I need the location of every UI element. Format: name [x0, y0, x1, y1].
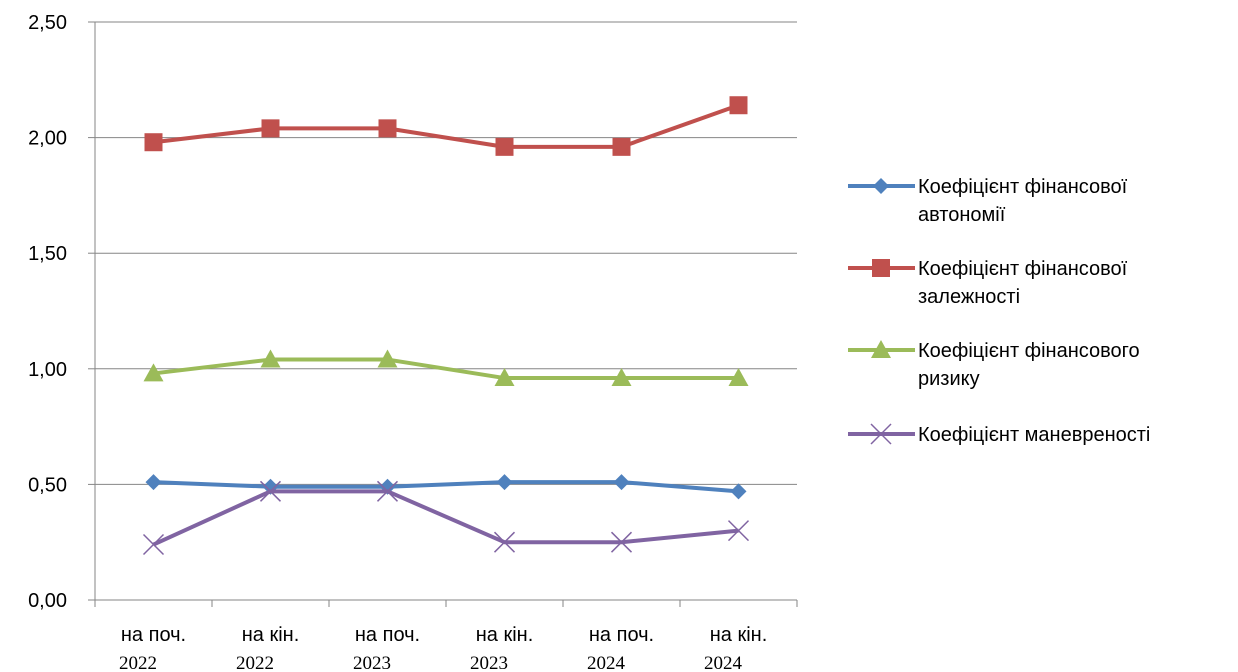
series-group: [142, 96, 750, 556]
x-marker-stroke: [259, 480, 282, 502]
y-tick-label: 2,00: [28, 128, 67, 150]
data-point: [143, 363, 164, 382]
data-point: [376, 480, 399, 502]
data-point: [611, 368, 632, 387]
data-point: [495, 137, 514, 156]
data-point: [730, 483, 747, 500]
legend-marker: [872, 259, 890, 277]
legend-label: ризику: [918, 368, 980, 390]
data-point: [145, 474, 162, 491]
legend-item-1: Коефіцієнт фінансової автономії: [848, 176, 1128, 226]
x-tick-year: 2022: [236, 653, 274, 672]
x-tick-year: 2022: [119, 653, 157, 672]
legend-marker: [870, 423, 892, 445]
x-marker-stroke: [870, 423, 892, 445]
legend-label: Коефіцієнт фінансового: [918, 340, 1140, 362]
data-point: [142, 533, 165, 556]
legend-marker: [873, 178, 889, 194]
gridlines: [95, 21, 797, 485]
legend-label: Коефіцієнт фінансової: [918, 258, 1128, 280]
series-line: [153, 103, 740, 149]
x-tick-year: 2024: [704, 653, 743, 672]
legend-label: автономії: [918, 204, 1006, 226]
x-marker-stroke: [142, 533, 165, 556]
x-tick-label: на поч.: [355, 624, 420, 646]
x-tick-label: на кін.: [242, 624, 300, 646]
x-tick-year: 2023: [470, 653, 508, 672]
legend-item-3: Коефіцієнт фінансового ризику: [848, 340, 1140, 390]
series-2: [144, 96, 748, 156]
legend-item-4: Коефіцієнт маневреності: [848, 423, 1150, 446]
series-3: [143, 349, 749, 387]
x-tick-label: на поч.: [121, 624, 186, 646]
data-point: [378, 119, 397, 138]
series-line: [152, 489, 739, 547]
data-point: [494, 368, 515, 387]
legend-item-2: Коефіцієнт фінансової залежності: [848, 258, 1128, 308]
y-tick-label: 0,50: [28, 474, 67, 496]
x-tick-label: на кін.: [710, 624, 768, 646]
data-point: [493, 531, 516, 553]
legend-label: залежності: [918, 286, 1020, 308]
data-point: [260, 349, 281, 368]
data-point: [729, 96, 748, 115]
x-marker-stroke: [610, 531, 633, 553]
legend-label: Коефіцієнт маневреності: [918, 424, 1150, 446]
x-tick-label: на кін.: [476, 624, 534, 646]
y-tick-label: 0,00: [28, 590, 67, 612]
x-tick-year: 2024: [587, 653, 626, 672]
legend-label: Коефіцієнт фінансової: [918, 176, 1128, 198]
data-point: [261, 119, 280, 138]
data-point: [613, 474, 630, 491]
y-tick-label: 1,50: [28, 243, 67, 265]
data-point: [496, 474, 513, 491]
data-point: [727, 520, 750, 542]
y-tick-label: 1,00: [28, 359, 67, 381]
data-point: [377, 349, 398, 368]
axes: 0,00 0,50 1,00 1,50 2,00 2,50 на поч. 2022 на кі…: [28, 12, 798, 672]
data-point: [259, 480, 282, 502]
legend-marker: [871, 340, 891, 358]
y-tick-label: 2,50: [28, 12, 67, 34]
x-tick-year: 2023: [353, 653, 391, 672]
x-marker-stroke: [493, 531, 516, 553]
data-point: [728, 368, 749, 387]
legend: Коефіцієнт фінансовоїавтономіїКоефіцієнт…: [848, 176, 1150, 446]
x-marker-stroke: [727, 520, 750, 542]
data-point: [612, 137, 631, 156]
series-4: [142, 480, 750, 556]
series-line: [153, 480, 739, 494]
data-point: [610, 531, 633, 553]
data-point: [144, 133, 163, 152]
x-marker-stroke: [376, 480, 399, 502]
x-tick-label: на поч.: [589, 624, 654, 646]
series-1: [145, 474, 747, 500]
series-line: [153, 357, 739, 381]
